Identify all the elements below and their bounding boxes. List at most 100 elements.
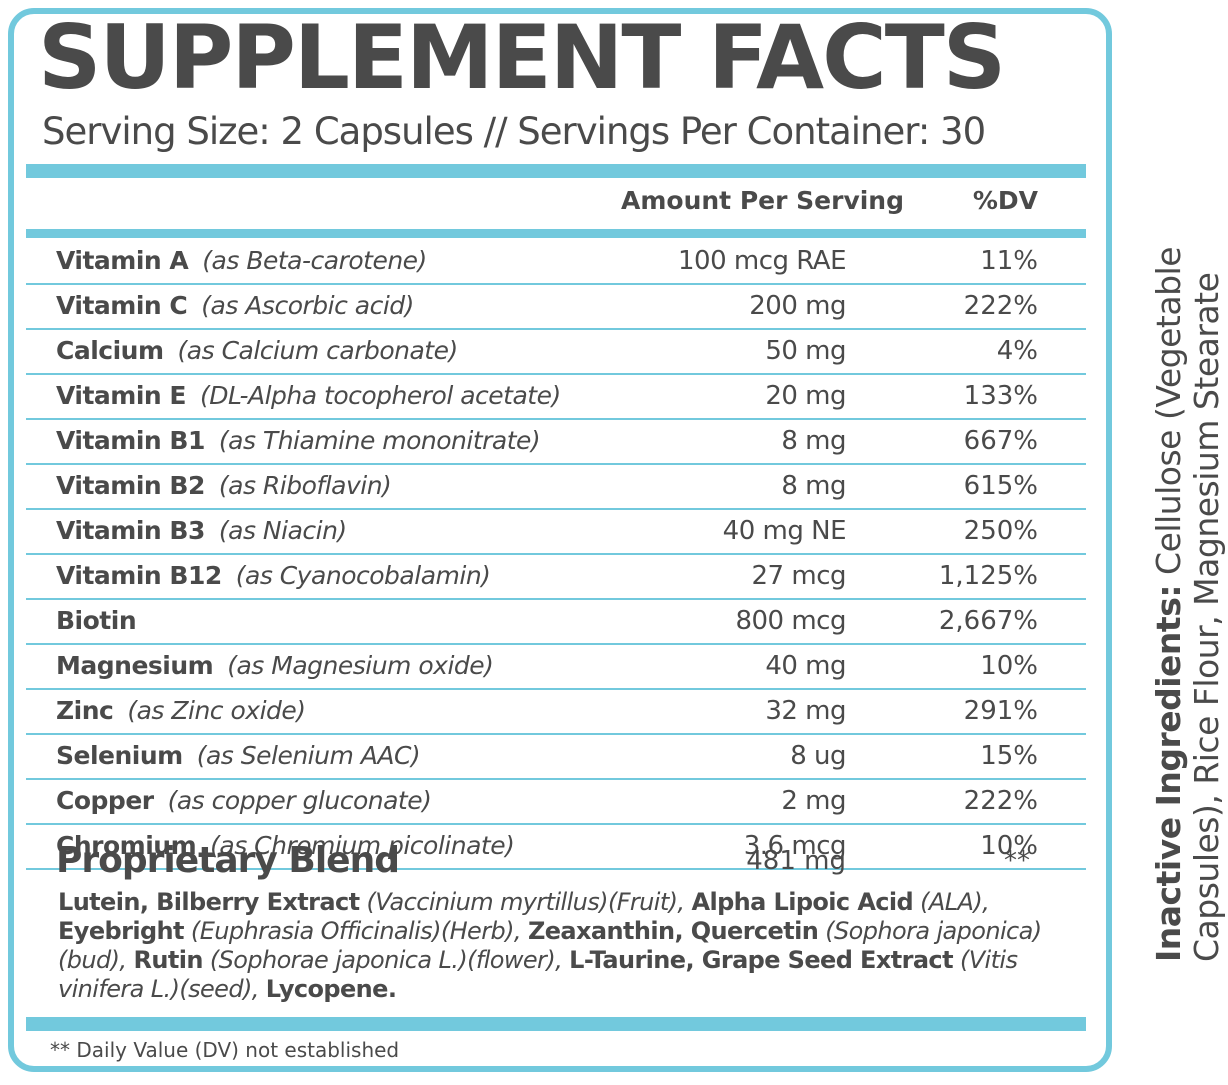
blend-dv: ** xyxy=(1004,846,1030,876)
ingredient-name: Rutin xyxy=(133,946,203,974)
ingredient-name: Zeaxanthin, Quercetin xyxy=(527,917,819,945)
divider-bottom xyxy=(26,1017,1086,1031)
nutrient-dv: 667% xyxy=(963,426,1038,456)
page-title: SUPPLEMENT FACTS xyxy=(38,6,1006,109)
nutrient-amount: 2 mg xyxy=(781,786,846,816)
nutrient-amount: 20 mg xyxy=(765,381,846,411)
nutrient-label: Vitamin B2 xyxy=(56,471,205,500)
nutrient-dv: 15% xyxy=(980,741,1038,771)
nutrient-label: Chromium xyxy=(56,831,197,860)
nutrient-name: Zinc (as Zinc oxide) xyxy=(56,696,306,725)
nutrient-amount: 200 mg xyxy=(749,291,846,321)
nutrient-amount: 8 ug xyxy=(790,741,846,771)
nutrient-source: (as Zinc oxide) xyxy=(127,696,306,725)
nutrient-source: (as Calcium carbonate) xyxy=(177,336,459,365)
nutrient-name: Vitamin B1 (as Thiamine mononitrate) xyxy=(56,426,541,455)
nutrient-name: Vitamin B2 (as Riboflavin) xyxy=(56,471,392,500)
serving-info: Serving Size: 2 Capsules // Servings Per… xyxy=(42,110,986,153)
ingredient-detail: (ALA), xyxy=(913,888,990,916)
nutrient-amount: 100 mcg RAE xyxy=(677,246,847,276)
nutrient-label: Zinc xyxy=(56,696,114,725)
blend-amount: 481 mg xyxy=(746,846,846,876)
nutrient-label: Vitamin C xyxy=(56,291,188,320)
nutrient-label: Vitamin B12 xyxy=(56,561,222,590)
nutrient-name: Biotin xyxy=(56,606,150,635)
nutrient-source: (as copper gluconate) xyxy=(167,786,432,815)
column-header-dv: %DV xyxy=(972,186,1038,215)
nutrient-name: Vitamin E (DL-Alpha tocopherol acetate) xyxy=(56,381,561,410)
nutrient-dv: 2,667% xyxy=(938,606,1038,636)
nutrient-source: (as Ascorbic acid) xyxy=(201,291,414,320)
nutrient-name: Calcium (as Calcium carbonate) xyxy=(56,336,458,365)
nutrient-source: (as Cyanocobalamin) xyxy=(235,561,491,590)
nutrient-table: Vitamin A (as Beta-carotene) 100 mcg RAE 11… xyxy=(26,240,1086,870)
footnote: ** Daily Value (DV) not established xyxy=(50,1038,400,1062)
nutrient-source: (as Riboflavin) xyxy=(218,471,392,500)
table-row: Magnesium (as Magnesium oxide) 40 mg 10% xyxy=(26,645,1086,690)
ingredient-detail: (Vaccinium myrtillus)(Fruit), xyxy=(359,888,692,916)
ingredient-name: Lycopene. xyxy=(265,975,397,1003)
nutrient-dv: 1,125% xyxy=(938,561,1038,591)
ingredient-name: L-Taurine, Grape Seed Extract xyxy=(569,946,953,974)
column-header-amount: Amount Per Serving xyxy=(621,186,904,215)
nutrient-label: Vitamin B3 xyxy=(56,516,205,545)
nutrient-label: Calcium xyxy=(56,336,164,365)
nutrient-label: Selenium xyxy=(56,741,183,770)
divider-header xyxy=(26,229,1086,238)
ingredient-name: Lutein, Bilberry Extract xyxy=(58,888,360,916)
nutrient-dv: 10% xyxy=(980,651,1038,681)
ingredient-name: Eyebright xyxy=(58,917,185,945)
ingredient-detail: (Sophorae japonica L.)(flower), xyxy=(202,946,570,974)
nutrient-source: (as Thiamine mononitrate) xyxy=(218,426,541,455)
supplement-facts-panel xyxy=(8,8,1112,1072)
table-row: Vitamin B12 (as Cyanocobalamin) 27 mcg 1,12… xyxy=(26,555,1086,600)
ingredient-detail: (Euphrasia Officinalis)(Herb), xyxy=(183,917,528,945)
nutrient-amount: 8 mg xyxy=(781,426,846,456)
nutrient-name: Chromium (as Chromium picolinate) xyxy=(56,831,515,860)
nutrient-label: Vitamin B1 xyxy=(56,426,205,455)
nutrient-dv: 222% xyxy=(963,786,1038,816)
nutrient-dv: 133% xyxy=(963,381,1038,411)
table-row: Zinc (as Zinc oxide) 32 mg 291% xyxy=(26,690,1086,735)
nutrient-label: Vitamin A xyxy=(56,246,189,275)
nutrient-amount: 800 mcg xyxy=(735,606,846,636)
inactive-label: Inactive Ingredients: xyxy=(1149,584,1188,962)
table-row: Copper (as copper gluconate) 2 mg 222% xyxy=(26,780,1086,825)
nutrient-amount: 50 mg xyxy=(765,336,846,366)
nutrient-dv: 11% xyxy=(980,246,1038,276)
blend-ingredients: Lutein, Bilberry Extract (Vaccinium myrt… xyxy=(58,888,1068,1004)
nutrient-source: (as Magnesium oxide) xyxy=(227,651,494,680)
nutrient-amount: 32 mg xyxy=(765,696,846,726)
nutrient-dv: 10% xyxy=(980,831,1038,861)
nutrient-amount: 40 mg NE xyxy=(722,516,847,546)
nutrient-name: Vitamin B12 (as Cyanocobalamin) xyxy=(56,561,491,590)
nutrient-label: Magnesium xyxy=(56,651,214,680)
table-row: Vitamin B1 (as Thiamine mononitrate) 8 mg 6… xyxy=(26,420,1086,465)
table-row: Selenium (as Selenium AAC) 8 ug 15% xyxy=(26,735,1086,780)
table-row: Vitamin E (DL-Alpha tocopherol acetate) 20… xyxy=(26,375,1086,420)
nutrient-source: (as Chromium picolinate) xyxy=(210,831,515,860)
nutrient-source: (as Niacin) xyxy=(218,516,347,545)
nutrient-name: Magnesium (as Magnesium oxide) xyxy=(56,651,494,680)
nutrient-amount: 40 mg xyxy=(765,651,846,681)
blend-name: Proprietary Blend xyxy=(56,840,400,881)
nutrient-name: Copper (as copper gluconate) xyxy=(56,786,432,815)
table-row: Biotin 800 mcg 2,667% xyxy=(26,600,1086,645)
nutrient-name: Selenium (as Selenium AAC) xyxy=(56,741,421,770)
ingredient-detail: (Vitis vinifera L.)(seed), xyxy=(58,946,1018,1003)
nutrient-dv: 222% xyxy=(963,291,1038,321)
nutrient-label: Biotin xyxy=(56,606,137,635)
inactive-ingredients: Inactive Ingredients: Cellulose (Vegetab… xyxy=(1149,82,1228,962)
nutrient-name: Vitamin A (as Beta-carotene) xyxy=(56,246,427,275)
nutrient-amount: 8 mg xyxy=(781,471,846,501)
nutrient-source: (DL-Alpha tocopherol acetate) xyxy=(200,381,561,410)
nutrient-amount: 27 mcg xyxy=(751,561,847,591)
nutrient-amount: 3.6 mcg xyxy=(743,831,847,861)
nutrient-source: (as Beta-carotene) xyxy=(202,246,427,275)
nutrient-name: Vitamin C (as Ascorbic acid) xyxy=(56,291,414,320)
table-row: Vitamin B2 (as Riboflavin) 8 mg 615% xyxy=(26,465,1086,510)
table-row: Vitamin A (as Beta-carotene) 100 mcg RAE 11… xyxy=(26,240,1086,285)
nutrient-name: Vitamin B3 (as Niacin) xyxy=(56,516,347,545)
nutrient-dv: 4% xyxy=(996,336,1038,366)
table-row: Chromium (as Chromium picolinate) 3.6 mcg 1… xyxy=(26,825,1086,870)
